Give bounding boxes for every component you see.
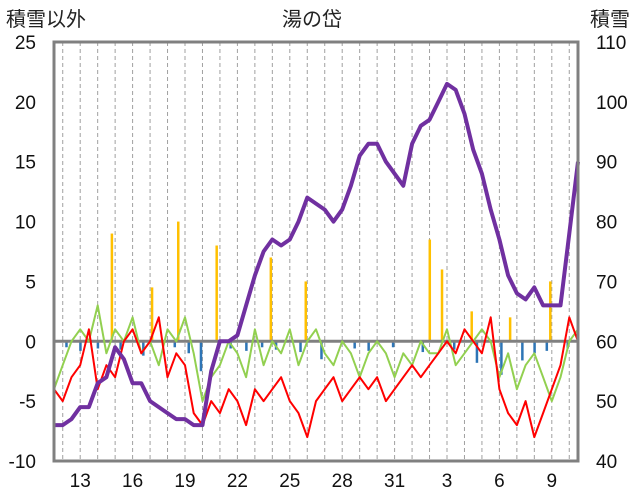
precip-bar <box>215 245 218 342</box>
right-tick-label: 90 <box>596 153 617 174</box>
precip-bar <box>269 257 273 342</box>
x-tick-label: 3 <box>442 471 453 492</box>
wind-bar <box>353 341 356 349</box>
grid-lines <box>62 42 570 461</box>
right-axis-label: 積雪 <box>590 7 630 31</box>
x-tick-label: 9 <box>547 471 558 492</box>
precip-bar <box>428 239 432 342</box>
series-lines <box>53 81 580 439</box>
left-tick-label: 5 <box>25 272 36 293</box>
temp-min-line <box>53 316 579 439</box>
chart-title: 湯の岱 <box>282 7 342 31</box>
right-tick-label: 70 <box>596 272 617 293</box>
wind-bar <box>79 341 82 351</box>
wind-bar <box>475 341 479 363</box>
left-axis-label: 積雪以外 <box>6 7 86 31</box>
x-tick-label: 25 <box>279 471 300 492</box>
left-tick-label: -10 <box>9 452 36 473</box>
wind-bar <box>452 341 456 350</box>
right-axis-ticks: 110 100 90 80 70 60 50 40 <box>596 33 628 473</box>
right-tick-label: 110 <box>596 33 626 54</box>
left-tick-label: 0 <box>25 332 36 353</box>
wind-bar <box>421 341 425 353</box>
plot-frame <box>52 40 580 463</box>
wind-bar <box>142 341 145 356</box>
x-tick-label: 19 <box>174 471 195 492</box>
left-tick-label: -5 <box>19 392 36 413</box>
wind-bar <box>533 341 536 354</box>
wind-bar <box>65 341 68 348</box>
wind-bar <box>119 341 122 350</box>
wind-bar <box>260 341 264 348</box>
precip-bar <box>440 269 444 342</box>
wind-bar <box>96 341 100 349</box>
wind-bar <box>187 341 190 354</box>
x-tick-label: 28 <box>332 471 353 492</box>
left-tick-label: 20 <box>15 93 36 114</box>
precip-bar <box>110 233 114 342</box>
wind-bar <box>391 341 395 348</box>
wind-bar <box>500 341 503 375</box>
left-axis-ticks: 25 20 15 10 5 0 -5 -10 <box>9 33 36 473</box>
precip-bar <box>150 287 154 342</box>
wind-bar <box>545 341 549 351</box>
precip-bar <box>304 281 308 342</box>
x-tick-label: 6 <box>494 471 505 492</box>
x-tick-label: 22 <box>227 471 248 492</box>
wind-bar <box>199 341 203 372</box>
precip-bar <box>470 311 473 342</box>
right-tick-label: 60 <box>596 332 617 353</box>
x-tick-label: 16 <box>122 471 143 492</box>
precip-bar <box>508 317 512 342</box>
left-tick-label: 10 <box>15 213 36 234</box>
precip-bar <box>177 221 180 342</box>
left-tick-label: 15 <box>15 153 36 174</box>
x-tick-label: 13 <box>70 471 91 492</box>
left-tick-label: 25 <box>15 33 36 54</box>
precip-bar <box>549 281 552 342</box>
wind-bar <box>173 341 177 348</box>
wind-bar <box>367 341 370 351</box>
wind-bar <box>320 341 323 360</box>
bar-marks <box>65 221 570 375</box>
x-axis-ticks: 13 16 19 22 25 28 31 3 6 9 <box>70 471 557 492</box>
wind-bar <box>299 341 302 353</box>
right-tick-label: 40 <box>596 452 617 473</box>
x-tick-label: 31 <box>384 471 405 492</box>
wind-bar <box>245 341 248 351</box>
right-tick-label: 80 <box>596 213 617 234</box>
right-tick-label: 50 <box>596 392 617 413</box>
wind-bar <box>521 341 524 361</box>
snow-depth-line <box>54 81 580 428</box>
right-tick-label: 100 <box>596 93 628 114</box>
